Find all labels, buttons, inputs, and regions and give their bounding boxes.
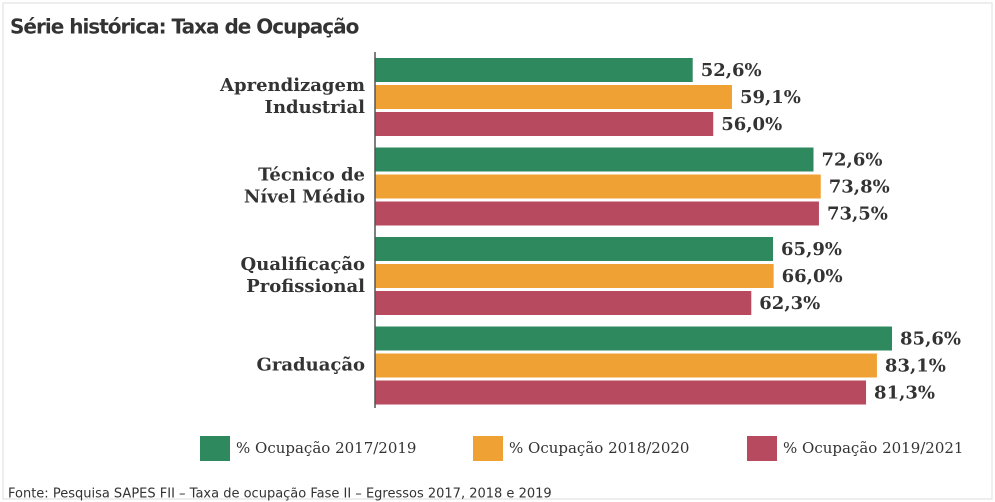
- bar: [375, 58, 693, 82]
- category-label: Profissional: [246, 276, 365, 297]
- bar: [375, 112, 714, 136]
- value-label: 83,1%: [885, 356, 946, 377]
- bar: [375, 326, 893, 351]
- value-label: 81,3%: [874, 383, 935, 404]
- category-label: Qualificação: [241, 254, 365, 275]
- category-label: Graduação: [257, 355, 365, 376]
- bar: [375, 264, 774, 288]
- value-label: 73,8%: [829, 177, 890, 198]
- category-label: Industrial: [265, 97, 366, 118]
- category-label: Técnico de: [258, 165, 365, 186]
- bar: [375, 174, 821, 199]
- value-label: 62,3%: [759, 293, 820, 314]
- bar: [375, 201, 819, 226]
- legend-swatch: [200, 436, 230, 461]
- bar: [375, 237, 774, 261]
- legend-swatch: [747, 436, 777, 461]
- value-label: 73,5%: [827, 204, 888, 225]
- legend-swatch: [473, 436, 503, 461]
- source: Fonte: Pesquisa SAPES FII – Taxa de ocup…: [8, 487, 552, 502]
- bar: [375, 85, 732, 109]
- value-label: 56,0%: [721, 114, 782, 135]
- category-label: Nível Médio: [244, 187, 365, 208]
- category-label: Aprendizagem: [219, 75, 365, 96]
- value-label: 66,0%: [782, 266, 843, 287]
- bar: [375, 147, 814, 172]
- bar: [375, 291, 752, 315]
- bar: [375, 353, 877, 378]
- value-label: 72,6%: [822, 150, 883, 171]
- bar: [375, 380, 867, 405]
- legend-label: % Ocupação 2019/2021: [783, 439, 963, 457]
- legend-label: % Ocupação 2018/2020: [509, 439, 689, 457]
- legend-label: % Ocupação 2017/2019: [236, 439, 416, 457]
- chart-title: Série histórica: Taxa de Ocupação: [10, 15, 359, 39]
- value-label: 59,1%: [740, 87, 801, 108]
- value-label: 65,9%: [781, 239, 842, 260]
- value-label: 85,6%: [900, 329, 961, 350]
- value-label: 52,6%: [701, 60, 762, 81]
